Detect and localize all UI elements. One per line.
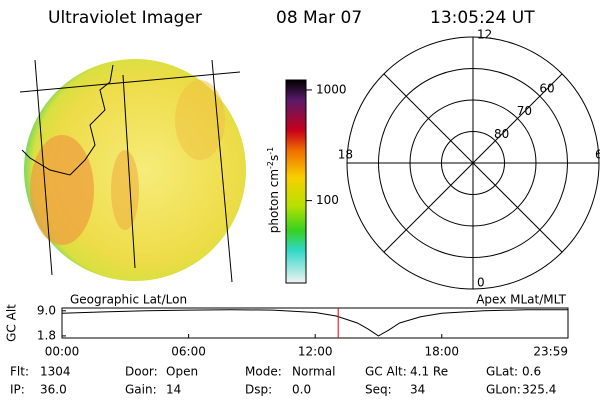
info-label: GC Alt: [365, 365, 407, 379]
uv-image [19, 59, 246, 283]
x-tick-label: 18:00 [424, 345, 459, 359]
polar-ring [378, 68, 568, 258]
mlt-label: 12 [477, 28, 492, 42]
info-value: 0.6 [522, 365, 541, 379]
info-value: 0.0 [292, 383, 311, 397]
info-label: GLon: [486, 383, 521, 397]
colorbar-tick-label: 1000 [316, 82, 347, 96]
mlt-label: 18 [338, 148, 353, 162]
x-tick-label: 06:00 [171, 345, 206, 359]
info-label: Dsp: [245, 383, 272, 397]
info-value: 4.1 Re [410, 365, 448, 379]
info-value: Open [166, 365, 198, 379]
altitude-line [61, 309, 568, 337]
mlt-label: 0 [477, 276, 485, 290]
colorbar-tick-label: 100 [316, 193, 339, 207]
info-value: Normal [292, 365, 335, 379]
info-label: Gain: [125, 383, 157, 397]
info-value: 14 [166, 383, 181, 397]
mlt-label: 6 [595, 148, 600, 162]
time: 13:05:24 UT [430, 8, 535, 28]
info-label: Flt: [10, 365, 29, 379]
colorbar [285, 79, 307, 284]
info-value: 1304 [40, 365, 71, 379]
polar-ring-label: 80 [494, 127, 509, 141]
info-label: Door: [125, 365, 158, 379]
title: Ultraviolet Imager [48, 8, 202, 28]
info-value: 36.0 [40, 383, 67, 397]
polar-ring-label: 60 [539, 81, 554, 95]
date: 08 Mar 07 [276, 8, 362, 28]
polar-diagonal [383, 73, 563, 253]
polar-ring-label: 70 [517, 104, 532, 118]
info-label: Mode: [245, 365, 282, 379]
polar-ring [441, 131, 505, 195]
info-label: GLat: [486, 365, 518, 379]
orbit-left-label: Geographic Lat/Lon [70, 293, 187, 307]
info-value: 34 [410, 383, 425, 397]
y-tick-label: 9.0 [37, 303, 56, 317]
info-label: Seq: [365, 383, 392, 397]
x-tick-label: 12:00 [298, 345, 333, 359]
polar-ring [409, 99, 537, 227]
info-value: 325.4 [522, 383, 556, 397]
orbit-right-label: Apex MLat/MLT [476, 293, 566, 307]
orbit-ylabel: GC Alt [5, 304, 19, 342]
info-label: IP: [10, 383, 25, 397]
y-tick-label: 1.8 [37, 328, 56, 342]
polar-grid [346, 36, 600, 290]
x-tick-label: 23:59 [533, 345, 568, 359]
colorbar-label: photon cm-2s-1 [266, 147, 281, 234]
x-tick-label: 00:00 [45, 345, 80, 359]
